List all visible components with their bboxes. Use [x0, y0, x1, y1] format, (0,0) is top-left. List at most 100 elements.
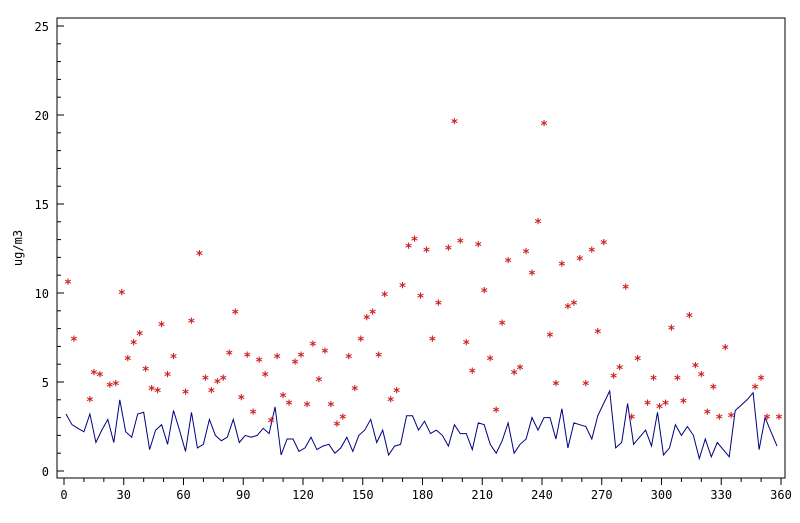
y-tick-label: 15 [35, 198, 49, 212]
series-line-path [65, 389, 778, 461]
data-point: * [511, 368, 518, 383]
data-point: * [722, 343, 729, 358]
data-point: * [280, 391, 287, 406]
data-point: * [188, 316, 195, 331]
x-tick-label: 330 [710, 488, 732, 502]
data-point: * [381, 290, 388, 305]
data-point: * [118, 288, 125, 303]
y-axis-label: ug/m3 [11, 230, 25, 266]
data-point: * [600, 238, 607, 253]
data-point: * [698, 370, 705, 385]
data-point: * [674, 373, 681, 388]
data-point: * [387, 395, 394, 410]
x-tick-label: 120 [292, 488, 314, 502]
data-point: * [529, 268, 536, 283]
data-point: * [375, 350, 382, 365]
x-tick-label: 90 [236, 488, 250, 502]
data-point: * [628, 413, 635, 428]
data-point: * [564, 302, 571, 317]
data-point: * [634, 354, 641, 369]
data-point: * [399, 281, 406, 296]
data-point: * [256, 356, 263, 371]
data-point: * [469, 366, 476, 381]
data-point: * [499, 318, 506, 333]
data-point: * [310, 340, 317, 355]
x-tick-label: 60 [176, 488, 190, 502]
data-point: * [451, 117, 458, 132]
data-point: * [90, 368, 97, 383]
data-point: * [710, 382, 717, 397]
data-point: * [644, 398, 651, 413]
data-point: * [339, 413, 346, 428]
data-point: * [553, 379, 560, 394]
data-point: * [327, 400, 334, 415]
data-point: * [776, 413, 783, 428]
x-tick-label: 270 [591, 488, 613, 502]
data-point: * [65, 277, 72, 292]
data-point: * [86, 395, 93, 410]
data-point: * [232, 308, 239, 323]
data-point: * [196, 249, 203, 264]
data-point: * [158, 320, 165, 335]
data-point: * [106, 381, 113, 396]
data-point: * [142, 365, 149, 380]
data-point: * [298, 350, 305, 365]
data-point: * [758, 373, 765, 388]
y-tick-label: 10 [35, 287, 49, 301]
y-axis: 0 5 10 15 20 25 [35, 20, 64, 479]
data-point: * [559, 260, 566, 275]
data-point: * [429, 334, 436, 349]
data-point: * [369, 308, 376, 323]
series-line [65, 389, 778, 461]
data-point: * [716, 413, 723, 428]
data-point: * [610, 372, 617, 387]
x-tick-label: 360 [770, 488, 792, 502]
data-point: * [481, 286, 488, 301]
x-tick-label: 210 [471, 488, 493, 502]
x-tick-label: 150 [352, 488, 374, 502]
data-point: * [475, 240, 482, 255]
data-point: * [517, 363, 524, 378]
data-point: * [704, 407, 711, 422]
data-point: * [220, 373, 227, 388]
data-point: * [238, 393, 245, 408]
data-point: * [523, 247, 530, 262]
data-point: * [357, 334, 364, 349]
data-point: * [292, 357, 299, 372]
y-tick-label: 20 [35, 109, 49, 123]
data-point: * [764, 413, 771, 428]
data-point: * [588, 245, 595, 260]
data-point: * [112, 379, 119, 394]
data-point: * [71, 334, 78, 349]
data-point: * [535, 217, 542, 232]
y-tick-label: 0 [42, 465, 49, 479]
data-point: * [650, 373, 657, 388]
data-point: * [286, 398, 293, 413]
data-point: * [351, 384, 358, 399]
data-point: * [96, 370, 103, 385]
data-point: * [656, 402, 663, 417]
data-point: * [435, 299, 442, 314]
data-point: * [130, 338, 137, 353]
x-tick-label: 240 [531, 488, 553, 502]
data-point: * [457, 236, 464, 251]
x-axis: 0 30 60 90 120 150 180 210 240 270 300 330 360 [60, 478, 792, 502]
data-point: * [728, 411, 735, 426]
data-point: * [752, 382, 759, 397]
data-point: * [547, 331, 554, 346]
data-point: * [487, 354, 494, 369]
data-point: * [268, 416, 275, 431]
data-point: * [505, 256, 512, 271]
data-point: * [345, 352, 352, 367]
x-tick-label: 30 [117, 488, 131, 502]
data-point: * [662, 398, 669, 413]
data-point: * [208, 386, 215, 401]
plot-frame [56, 17, 786, 479]
data-point: * [423, 245, 430, 260]
data-point: * [322, 347, 329, 362]
data-point: * [463, 338, 470, 353]
data-point: * [182, 388, 189, 403]
data-point: * [417, 292, 424, 307]
data-point: * [170, 352, 177, 367]
